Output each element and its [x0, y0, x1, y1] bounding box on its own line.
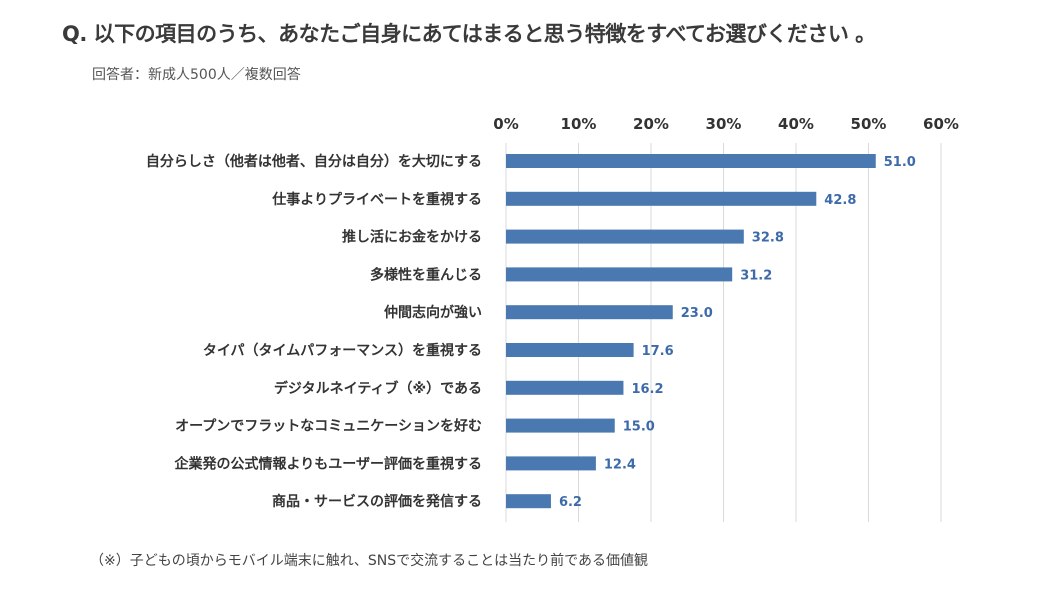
bar: [506, 380, 624, 395]
bar: [506, 305, 673, 320]
category-label: 推し活にお金をかける: [342, 229, 482, 246]
category-label: 商品・サービスの評価を発信する: [272, 493, 482, 510]
category-label: オープンでフラットなコミュニケーションを好む: [175, 418, 482, 435]
bars: [506, 154, 876, 509]
bar: [506, 267, 733, 282]
value-label: 23.0: [681, 306, 713, 321]
category-label: 多様性を重んじる: [370, 266, 482, 283]
value-label: 17.6: [642, 344, 674, 359]
value-label: 32.8: [752, 231, 784, 246]
bar: [506, 154, 876, 168]
value-label: 12.4: [604, 457, 636, 472]
bar: [506, 229, 744, 244]
x-tick-label: 10%: [561, 115, 597, 133]
bar: [506, 494, 551, 509]
category-label: タイパ（タイムパフォーマンス）を重視する: [203, 342, 482, 359]
value-label: 51.0: [884, 155, 916, 170]
value-label: 42.8: [824, 193, 856, 208]
x-tick-label: 20%: [633, 115, 669, 133]
category-label: 自分らしさ（他者は他者、自分は自分）を大切にする: [146, 153, 482, 170]
category-label: 仲間志向が強い: [384, 304, 482, 321]
value-label: 6.2: [559, 495, 582, 510]
footnote: （※）子どもの頃からモバイル端末に触れ、SNSで交流することは当たり前である価値…: [90, 553, 648, 569]
x-tick-label: 30%: [706, 115, 742, 133]
bar: [506, 456, 596, 471]
value-label: 15.0: [623, 420, 655, 435]
category-label: デジタルネイティブ（※）である: [274, 380, 482, 397]
category-label: 仕事よりプライベートを重視する: [271, 191, 482, 208]
x-tick-label: 40%: [778, 115, 814, 133]
question-title: Q. 以下の項目のうち、あなたご自身にあてはまると思う特徴をすべてお選びください…: [62, 22, 876, 46]
value-label: 16.2: [631, 382, 663, 397]
bar: [506, 418, 615, 433]
value-label: 31.2: [740, 268, 772, 283]
category-label: 企業発の公式情報よりもユーザー評価を重視する: [174, 455, 482, 472]
bar: [506, 343, 634, 357]
x-tick-label: 60%: [923, 115, 959, 133]
x-axis-ticks: 0% 10% 20% 30% 40% 50% 60%: [493, 115, 959, 133]
value-labels: 51.0 42.8 32.8 31.2 23.0 17.6 16.2 15.0 12.4 6.2: [559, 155, 916, 510]
x-tick-label: 50%: [851, 115, 887, 133]
bar: [506, 191, 817, 206]
category-labels: 自分らしさ（他者は他者、自分は自分）を大切にする仕事よりプライベートを重視する推…: [146, 153, 482, 510]
bar-chart: 0% 10% 20% 30% 40% 50% 60% 自分らしさ（他者は他者、自分は自分）を…: [146, 115, 959, 522]
respondents-note: 回答者：新成人500人／複数回答: [92, 67, 301, 83]
x-tick-label: 0%: [493, 115, 518, 133]
